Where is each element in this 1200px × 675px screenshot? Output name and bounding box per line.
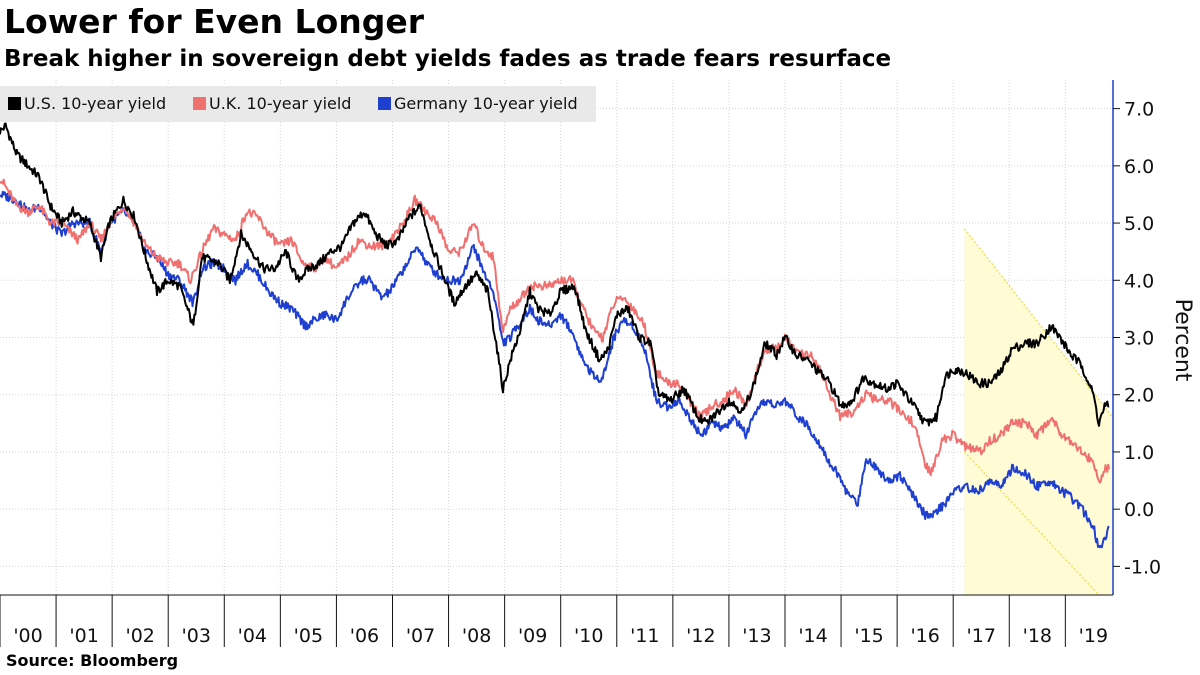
y-tick-label: 5.0 [1124, 213, 1154, 235]
x-tick-label: '03 [182, 625, 211, 647]
y-tick-label: 7.0 [1124, 99, 1154, 121]
highlight-channel [963, 228, 1114, 596]
legend-swatch-us [8, 97, 21, 110]
y-tick-label: 6.0 [1124, 156, 1154, 178]
chart-subtitle: Break higher in sovereign debt yields fa… [4, 46, 892, 72]
channel-lower-line [963, 451, 1100, 596]
chart-title: Lower for Even Longer [4, 2, 425, 41]
y-tick-label: -1.0 [1124, 556, 1161, 578]
legend-swatch-uk [193, 97, 206, 110]
x-tick-label: '04 [238, 625, 267, 647]
channel-upper-line [963, 228, 1114, 419]
x-tick-label: '01 [69, 625, 98, 647]
x-tick-label: '09 [518, 625, 547, 647]
highlight-band [964, 228, 1113, 595]
y-tick-label: 0.0 [1124, 499, 1154, 521]
x-axis-ticks: '00 '01 '02 '03 '04 '05 '06 '07 '08 '09 '10 '11 '12 '… [0, 595, 1108, 647]
x-tick-label: '19 [1079, 625, 1108, 647]
axes [0, 80, 1114, 596]
x-tick-label: '07 [406, 625, 435, 647]
grid [0, 80, 1113, 595]
y-tick-label: 2.0 [1124, 385, 1154, 407]
y-tick-label: 4.0 [1124, 270, 1154, 292]
y-tick-label: 3.0 [1124, 328, 1154, 350]
legend-item-germany: Germany 10-year yield [378, 86, 578, 122]
y-axis-label: Percent [1170, 299, 1195, 382]
x-tick-label: '16 [910, 625, 939, 647]
series-lines [0, 122, 1111, 549]
series-line-uk [0, 178, 1111, 484]
y-axis-ticks: -1.0 0.0 1.0 2.0 3.0 4.0 5.0 6.0 7.0 [1113, 99, 1161, 578]
x-tick-label: '00 [13, 625, 42, 647]
x-tick-label: '02 [125, 625, 154, 647]
x-tick-label: '17 [967, 625, 996, 647]
x-tick-label: '13 [742, 625, 771, 647]
legend-label-us: U.S. 10-year yield [24, 94, 167, 113]
legend: U.S. 10-year yield U.K. 10-year yield Ge… [0, 86, 596, 122]
x-tick-label: '08 [462, 625, 491, 647]
x-tick-label: '11 [630, 625, 659, 647]
x-tick-label: '18 [1023, 625, 1052, 647]
legend-label-uk: U.K. 10-year yield [209, 94, 352, 113]
x-tick-label: '10 [574, 625, 603, 647]
y-tick-label: 1.0 [1124, 442, 1154, 464]
source-note: Source: Bloomberg [6, 651, 179, 670]
x-tick-label: '15 [854, 625, 883, 647]
legend-item-uk: U.K. 10-year yield [193, 86, 351, 122]
x-tick-label: '14 [798, 625, 827, 647]
series-line-germany [0, 190, 1110, 549]
legend-swatch-germany [378, 97, 391, 110]
x-tick-label: '12 [686, 625, 715, 647]
legend-label-germany: Germany 10-year yield [394, 94, 578, 113]
series-line-us [0, 122, 1110, 427]
legend-item-us: U.S. 10-year yield [8, 86, 166, 122]
x-tick-label: '06 [350, 625, 379, 647]
x-tick-label: '05 [294, 625, 323, 647]
